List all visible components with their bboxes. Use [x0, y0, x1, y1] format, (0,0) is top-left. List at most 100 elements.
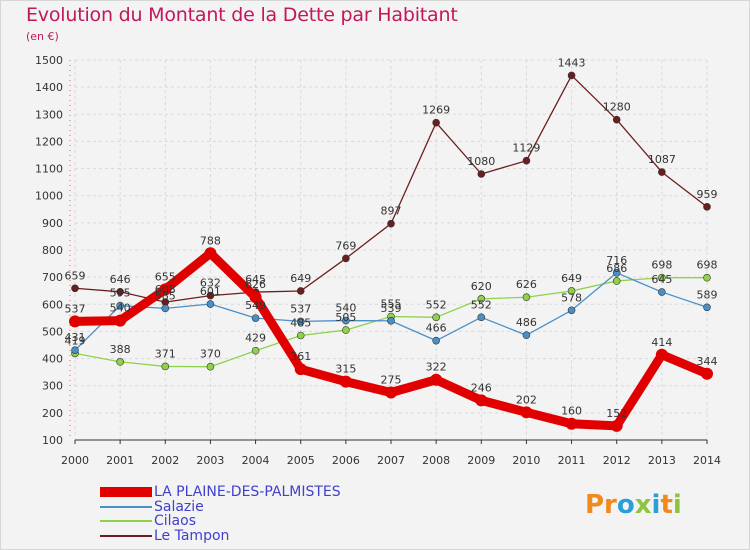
data-label: 552	[426, 298, 447, 311]
x-tick-label: 2014	[693, 454, 721, 467]
data-point	[296, 331, 305, 340]
data-point	[658, 168, 666, 176]
data-point	[522, 156, 531, 165]
data-label: 537	[290, 302, 311, 315]
data-label: 626	[245, 278, 266, 291]
data-label: 589	[697, 288, 718, 301]
data-point	[430, 373, 443, 386]
legend-swatch	[100, 520, 152, 522]
x-tick-label: 2001	[106, 454, 134, 467]
y-tick-label: 400	[42, 353, 63, 366]
data-point	[567, 71, 576, 80]
plot-area	[75, 60, 707, 440]
chart-title: Evolution du Montant de la Dette par Hab…	[26, 4, 458, 26]
data-point	[387, 317, 395, 325]
data-label: 959	[697, 188, 718, 201]
data-label: 1443	[558, 56, 586, 69]
data-label: 1129	[512, 142, 540, 155]
data-label: 539	[381, 302, 402, 315]
data-label: 361	[290, 350, 311, 363]
data-label: 414	[651, 336, 672, 349]
data-point	[206, 291, 215, 300]
y-tick-label: 900	[42, 217, 63, 230]
data-label: 698	[697, 259, 718, 272]
data-point	[475, 394, 488, 407]
x-tick-label: 2007	[377, 454, 405, 467]
data-label: 632	[200, 277, 221, 290]
legend-swatch	[100, 534, 152, 537]
data-label: 246	[471, 381, 492, 394]
data-point	[249, 291, 262, 304]
data-point	[701, 367, 713, 380]
data-point	[610, 419, 623, 432]
y-tick-label: 600	[42, 298, 63, 311]
data-label: 649	[290, 272, 311, 285]
data-label: 486	[516, 316, 537, 329]
data-label: 315	[335, 363, 356, 376]
data-point	[161, 362, 170, 371]
legend-swatch	[100, 487, 152, 497]
data-label: 698	[651, 259, 672, 272]
y-tick-label: 1500	[35, 54, 63, 67]
proxiti-logo: Proxiti	[585, 490, 682, 520]
data-label: 549	[245, 299, 266, 312]
data-point	[477, 295, 486, 303]
legend-label: LA PLAINE-DES-PALMISTES	[154, 484, 341, 500]
data-label: 1087	[648, 153, 676, 166]
x-tick-label: 2013	[648, 454, 676, 467]
data-point	[296, 287, 305, 295]
data-label: 601	[200, 285, 221, 298]
data-point	[114, 314, 127, 327]
data-point	[432, 336, 440, 345]
data-label: 275	[381, 374, 402, 387]
data-point	[387, 219, 395, 228]
data-point	[385, 386, 397, 399]
data-point	[477, 313, 486, 322]
y-tick-label: 1000	[35, 190, 63, 203]
data-point	[339, 375, 352, 388]
data-label: 152	[606, 407, 627, 420]
data-point	[71, 284, 79, 293]
data-point	[522, 293, 531, 302]
data-label: 716	[606, 254, 627, 267]
data-label: 540	[335, 302, 356, 315]
y-tick-label: 800	[42, 244, 63, 257]
x-tick-label: 2012	[603, 454, 631, 467]
y-tick-label: 500	[42, 325, 63, 338]
data-label: 555	[381, 298, 402, 311]
x-tick-label: 2011	[558, 454, 586, 467]
data-label: 388	[110, 343, 131, 356]
data-point	[342, 254, 350, 263]
data-point	[522, 331, 531, 340]
data-label: 595	[110, 287, 131, 300]
data-label: 552	[471, 298, 492, 311]
y-tick-label: 100	[42, 434, 63, 447]
data-point	[251, 346, 260, 355]
data-point	[161, 304, 170, 313]
data-label: 608	[155, 283, 176, 296]
data-label: 419	[65, 334, 86, 347]
data-point	[432, 313, 440, 322]
data-label: 371	[155, 347, 176, 360]
data-point	[658, 273, 666, 282]
data-point	[206, 362, 215, 371]
x-tick-label: 2006	[332, 454, 360, 467]
data-point	[703, 273, 711, 282]
data-label: 322	[426, 361, 447, 374]
y-tick-label: 300	[42, 380, 63, 393]
data-label: 1080	[467, 155, 495, 168]
legend-label: Salazie	[154, 498, 204, 515]
data-label: 466	[426, 322, 447, 335]
data-point	[567, 306, 576, 315]
data-point	[159, 283, 172, 296]
data-point	[116, 301, 124, 310]
data-label: 646	[110, 273, 131, 286]
data-label: 769	[335, 239, 356, 252]
x-tick-label: 2009	[467, 454, 495, 467]
legend-label: Cilaos	[154, 513, 196, 529]
data-point	[116, 287, 124, 296]
data-label: 645	[245, 273, 266, 286]
y-axis-unit: (en €)	[26, 30, 59, 43]
data-label: 1269	[422, 104, 450, 117]
